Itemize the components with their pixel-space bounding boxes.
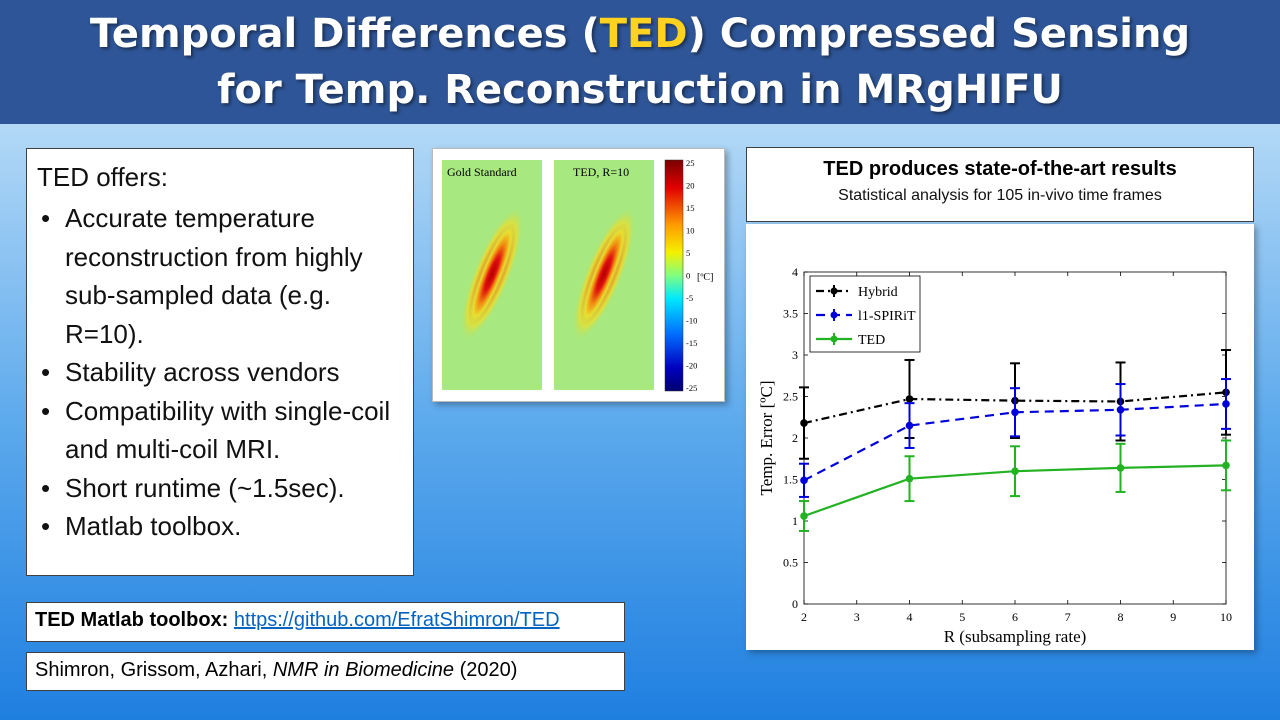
colorbar-tick-label: -10: [686, 316, 697, 326]
x-tick-label: 6: [1012, 610, 1018, 624]
data-point-l1-spirit: [800, 476, 808, 485]
data-point-hybrid: [905, 395, 914, 403]
data-point-l1-spirit: [905, 421, 914, 430]
temperature-maps: Gold Standard TED, R=10 25 20 15 10 5 0 -5 -10 -…: [442, 158, 713, 393]
series-line-hybrid: [803, 391, 1227, 425]
offer-item: Matlab toolbox.: [41, 507, 403, 546]
data-point-l1-spirit: [1011, 408, 1019, 417]
offer-item: Stability across vendors: [41, 353, 403, 392]
results-heading: TED produces state-of-the-art results: [823, 158, 1177, 180]
colorbar-tick-label: -25: [686, 383, 697, 393]
offers-intro: TED offers:: [37, 162, 169, 192]
x-tick-label: 10: [1220, 610, 1232, 624]
x-tick-label: 3: [854, 610, 860, 624]
gold-standard-map: Gold Standard: [442, 160, 542, 390]
colorbar: [664, 159, 684, 392]
y-tick-label: 2: [792, 431, 798, 445]
title-highlight-ted: TED: [599, 11, 688, 57]
ted-map-label: TED, R=10: [573, 165, 629, 179]
x-tick-label: 7: [1065, 610, 1071, 624]
colorbar-tick-label: 10: [686, 226, 695, 236]
offer-item: Short runtime (~1.5sec).: [41, 469, 403, 508]
results-header: TED produces state-of-the-art results St…: [746, 147, 1254, 222]
legend-label-hybrid: Hybrid: [858, 285, 898, 300]
citation-journal: NMR in Biomedicine: [272, 659, 455, 681]
citation-year: (2020): [454, 659, 518, 681]
offers-box: TED offers: Accurate temperature reconst…: [26, 148, 414, 576]
colorbar-tick-label: -5: [686, 293, 693, 303]
axis-ticks: 2 3 4 5 6 7 8 9 10 0 0.5 1 1.5 2 2.5 3 3.5 4: [783, 265, 1232, 624]
data-point-ted: [1116, 464, 1125, 472]
legend-label-ted: TED: [858, 333, 885, 348]
legend-marker-hybrid: [830, 287, 838, 295]
toolbox-box: TED Matlab toolbox: https://github.com/E…: [26, 602, 625, 642]
results-subheading: Statistical analysis for 105 in-vivo tim…: [838, 187, 1162, 204]
offers-list: Accurate temperature reconstruction from…: [37, 199, 403, 546]
colorbar-ticks: 25 20 15 10 5 0 -5 -10 -15 -20 -25: [686, 158, 697, 393]
legend-marker-ted: [830, 335, 838, 343]
chart-legend: Hybrid l1-SPIRiT TED: [809, 275, 921, 353]
colorbar-tick-label: 15: [686, 203, 695, 213]
data-point-hybrid: [800, 419, 808, 427]
x-tick-label: 4: [907, 610, 913, 624]
y-tick-label: 1: [792, 514, 798, 528]
offer-item: Compatibility with single-coil and multi…: [41, 392, 403, 469]
title-bar: Temporal Differences (TED) Compressed Se…: [0, 0, 1280, 124]
colorbar-tick-label: -20: [686, 361, 697, 371]
colorbar-tick-label: 5: [686, 248, 690, 258]
y-tick-label: 3: [792, 348, 798, 362]
x-tick-label: 5: [959, 610, 965, 624]
x-tick-label: 2: [801, 610, 807, 624]
y-tick-label: 1.5: [783, 473, 798, 487]
toolbox-link[interactable]: https://github.com/EfratShimron/TED: [233, 609, 560, 631]
y-axis-label: Temp. Error [ºC]: [757, 380, 776, 495]
colorbar-tick-label: 20: [686, 181, 695, 191]
citation-box: Shimron, Grissom, Azhari, NMR in Biomedi…: [26, 652, 625, 691]
temperature-map-panel: Gold Standard TED, R=10 25 20 15 10 5 0 -5 -10 -…: [432, 148, 725, 402]
colorbar-unit: [ºC]: [697, 272, 713, 283]
y-tick-label: 3.5: [783, 307, 798, 321]
colorbar-tick-label: 25: [686, 158, 695, 168]
data-point-ted: [905, 474, 914, 483]
gold-standard-label: Gold Standard: [447, 165, 517, 179]
offer-item: Accurate temperature reconstruction from…: [41, 199, 403, 353]
legend-marker-l1-spirit: [830, 311, 838, 319]
ted-map: TED, R=10: [554, 160, 654, 390]
data-point-l1-spirit: [1116, 405, 1125, 414]
legend-label-l1-spirit: l1-SPIRiT: [858, 309, 916, 324]
temp-error-chart: 2 3 4 5 6 7 8 9 10 0 0.5 1 1.5 2 2.5 3 3.5 4 Hybrid l1-SPI…: [757, 265, 1232, 646]
data-point-ted: [800, 512, 808, 520]
data-point-ted: [1011, 467, 1019, 475]
citation-authors: Shimron, Grissom, Azhari,: [35, 659, 273, 681]
title-line-1: Temporal Differences (TED) Compressed Se…: [90, 6, 1190, 62]
data-point-l1-spirit: [1222, 400, 1230, 408]
x-tick-label: 8: [1118, 610, 1124, 624]
y-tick-label: 4: [792, 265, 798, 279]
colorbar-tick-label: -15: [686, 338, 697, 348]
error-plot-panel: 2 3 4 5 6 7 8 9 10 0 0.5 1 1.5 2 2.5 3 3.5 4 Hybrid l1-SPI…: [746, 224, 1254, 650]
x-tick-label: 9: [1170, 610, 1176, 624]
title-line-2: for Temp. Reconstruction in MRgHIFU: [217, 67, 1063, 113]
title-text-post: ) Compressed Sensing: [687, 11, 1191, 57]
toolbox-label: TED Matlab toolbox:: [35, 609, 229, 631]
y-tick-label: 0.5: [783, 556, 798, 570]
series-layer: [799, 349, 1231, 532]
title-text-pre: Temporal Differences (: [89, 11, 600, 57]
y-tick-label: 0: [792, 597, 798, 611]
colorbar-tick-label: 0: [686, 271, 690, 281]
data-point-ted: [1222, 461, 1230, 470]
y-tick-label: 2.5: [783, 390, 798, 404]
x-axis-label: R (subsampling rate): [944, 627, 1087, 646]
